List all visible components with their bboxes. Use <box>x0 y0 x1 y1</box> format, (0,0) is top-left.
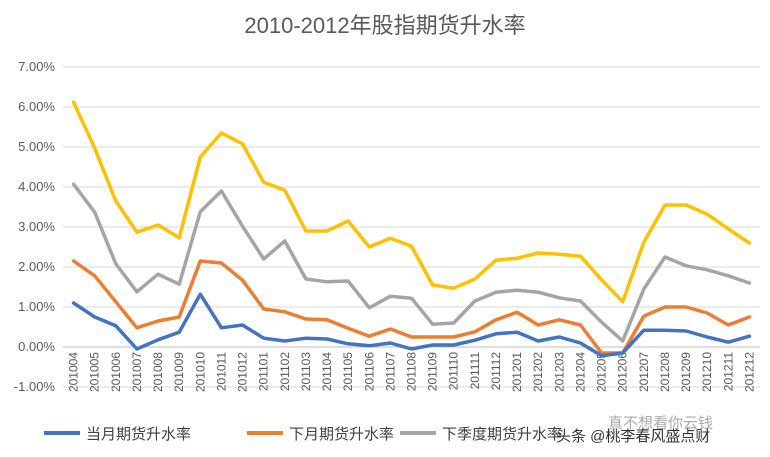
x-tick-label: 201101 <box>257 352 271 391</box>
x-tick-label: 201104 <box>320 352 334 391</box>
y-axis-ticks: -1.00% 0.00% 1.00% 2.00% 3.00% 4.00% 5.00% 6.00… <box>14 59 56 394</box>
x-tick-label: 201205 <box>595 352 609 392</box>
legend-label: 下月期货升水率 <box>289 426 394 443</box>
x-tick-label: 201108 <box>405 352 419 391</box>
legend: 当月期货升水率 下月期货升水率 下季度期货升水率 <box>44 426 562 443</box>
x-tick-label: 201202 <box>531 352 545 392</box>
x-tick-label: 201012 <box>236 352 250 392</box>
x-tick-label: 201102 <box>278 352 292 391</box>
series-line-4 <box>71 100 752 304</box>
series-line-3 <box>71 182 752 343</box>
series-line-2 <box>71 259 752 355</box>
x-tick-label: 201206 <box>616 352 630 392</box>
x-axis-ticks: 201004 201005 201006 201007 201008 201009 2010… <box>67 352 757 392</box>
chart-title: 2010-2012年股指期货升水率 <box>244 13 525 38</box>
x-tick-label: 201203 <box>552 352 566 392</box>
watermark-line1: 头条 @桃李春风盛点财 <box>556 428 710 445</box>
y-tick-label: 5.00% <box>18 139 55 154</box>
x-tick-label: 201011 <box>214 352 228 391</box>
x-tick-label: 201211 <box>721 352 735 391</box>
y-tick-label: 4.00% <box>18 179 55 194</box>
y-tick-label: 3.00% <box>18 219 55 234</box>
y-tick-label: 2.00% <box>18 259 55 274</box>
x-tick-label: 201201 <box>510 352 524 392</box>
x-tick-label: 201212 <box>742 352 756 392</box>
y-tick-label: 7.00% <box>18 59 55 74</box>
y-tick-label: 6.00% <box>18 99 55 114</box>
x-tick-label: 201208 <box>658 352 672 392</box>
x-tick-label: 201008 <box>151 352 165 392</box>
x-tick-label: 201007 <box>130 352 144 392</box>
x-tick-label: 201209 <box>679 352 693 392</box>
y-tick-label: -1.00% <box>14 379 56 394</box>
x-tick-label: 201004 <box>67 352 81 392</box>
legend-label: 下季度期货升水率 <box>442 426 562 443</box>
series-line-1 <box>71 292 752 358</box>
x-tick-label: 201009 <box>172 352 186 392</box>
gridlines <box>63 66 760 388</box>
watermark-line2: 真不想看你云钱 <box>608 414 713 432</box>
x-tick-label: 201112 <box>489 352 503 391</box>
x-tick-label: 201204 <box>573 352 587 392</box>
y-tick-label: 1.00% <box>18 299 55 314</box>
x-tick-label: 201106 <box>362 352 376 391</box>
x-tick-label: 201110 <box>447 352 461 391</box>
x-tick-label: 201109 <box>426 352 440 391</box>
x-tick-label: 201103 <box>299 352 313 391</box>
y-tick-label: 0.00% <box>18 339 55 354</box>
series-lines <box>71 100 752 358</box>
x-tick-label: 201207 <box>637 352 651 392</box>
x-tick-label: 201005 <box>88 352 102 392</box>
x-tick-label: 201210 <box>700 352 714 392</box>
watermark: 真不想看你云钱 头条 @桃李春风盛点财 <box>556 414 713 445</box>
x-tick-label: 201010 <box>193 352 207 392</box>
x-tick-label: 201111 <box>468 352 482 390</box>
x-tick-label: 201105 <box>341 352 355 391</box>
legend-label: 当月期货升水率 <box>86 426 191 443</box>
x-tick-label: 201107 <box>383 352 397 391</box>
x-tick-label: 201006 <box>109 352 123 392</box>
